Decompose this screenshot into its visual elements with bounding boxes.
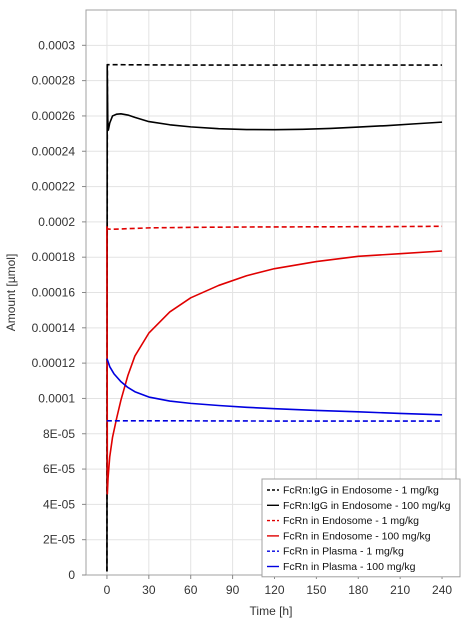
- legend-entry-4: FcRn in Endosome - 100 mg/kg: [283, 530, 431, 542]
- series-line-3: [106, 225, 443, 231]
- legend-box: [261, 478, 461, 578]
- y-axis-title: Amount [µmol]: [4, 254, 18, 332]
- x-tick-label: 210: [390, 583, 410, 597]
- legend-entry-2: FcRn:IgG in Endosome - 100 mg/kg: [283, 500, 451, 512]
- legend-entry-6: FcRn in Plasma - 100 mg/kg: [283, 561, 416, 573]
- y-tick-label: 4E-05: [43, 497, 75, 511]
- x-tick-label: 150: [306, 583, 326, 597]
- y-axis-ticks: 0 2E-05 4E-05 6E-05 8E-05 0.0001 0.00012 0.0001…: [32, 38, 86, 582]
- x-tick-label: 240: [432, 583, 452, 597]
- y-tick-label: 0.00014: [32, 321, 76, 335]
- x-tick-label: 180: [348, 583, 368, 597]
- x-tick-label: 30: [142, 583, 156, 597]
- series-line-4: [106, 226, 443, 495]
- y-tick-label: 0.00028: [32, 74, 76, 88]
- y-tick-label: 0.0003: [38, 38, 75, 52]
- series-line-6: [106, 358, 443, 416]
- series-layer: [106, 63, 443, 572]
- legend: FcRn:IgG in Endosome - 1 mg/kg FcRn:IgG i…: [261, 478, 461, 578]
- x-tick-label: 0: [104, 583, 111, 597]
- legend-entry-1: FcRn:IgG in Endosome - 1 mg/kg: [283, 485, 439, 497]
- y-tick-label: 2E-05: [43, 533, 75, 547]
- x-axis-ticks: 0 30 60 90 120 150 180 210 240: [104, 575, 452, 597]
- y-tick-label: 0.00022: [32, 180, 76, 194]
- y-tick-label: 0.00024: [32, 144, 76, 158]
- legend-entry-5: FcRn in Plasma - 1 mg/kg: [283, 546, 404, 558]
- x-axis-title: Time [h]: [250, 604, 293, 618]
- legend-entry-3: FcRn in Endosome - 1 mg/kg: [283, 515, 419, 527]
- y-tick-label: 0.0002: [38, 215, 75, 229]
- y-tick-label: 0.0001: [38, 391, 75, 405]
- y-tick-label: 0.00026: [32, 109, 76, 123]
- x-tick-label: 90: [226, 583, 240, 597]
- y-tick-label: 0: [68, 568, 75, 582]
- y-tick-label: 0.00012: [32, 356, 76, 370]
- series-line-2: [106, 63, 443, 572]
- y-tick-label: 8E-05: [43, 427, 75, 441]
- x-tick-label: 120: [264, 583, 284, 597]
- series-line-5: [106, 419, 443, 422]
- y-tick-label: 0.00016: [32, 286, 76, 300]
- y-tick-label: 6E-05: [43, 462, 75, 476]
- y-tick-label: 0.00018: [32, 250, 76, 264]
- x-tick-label: 60: [184, 583, 198, 597]
